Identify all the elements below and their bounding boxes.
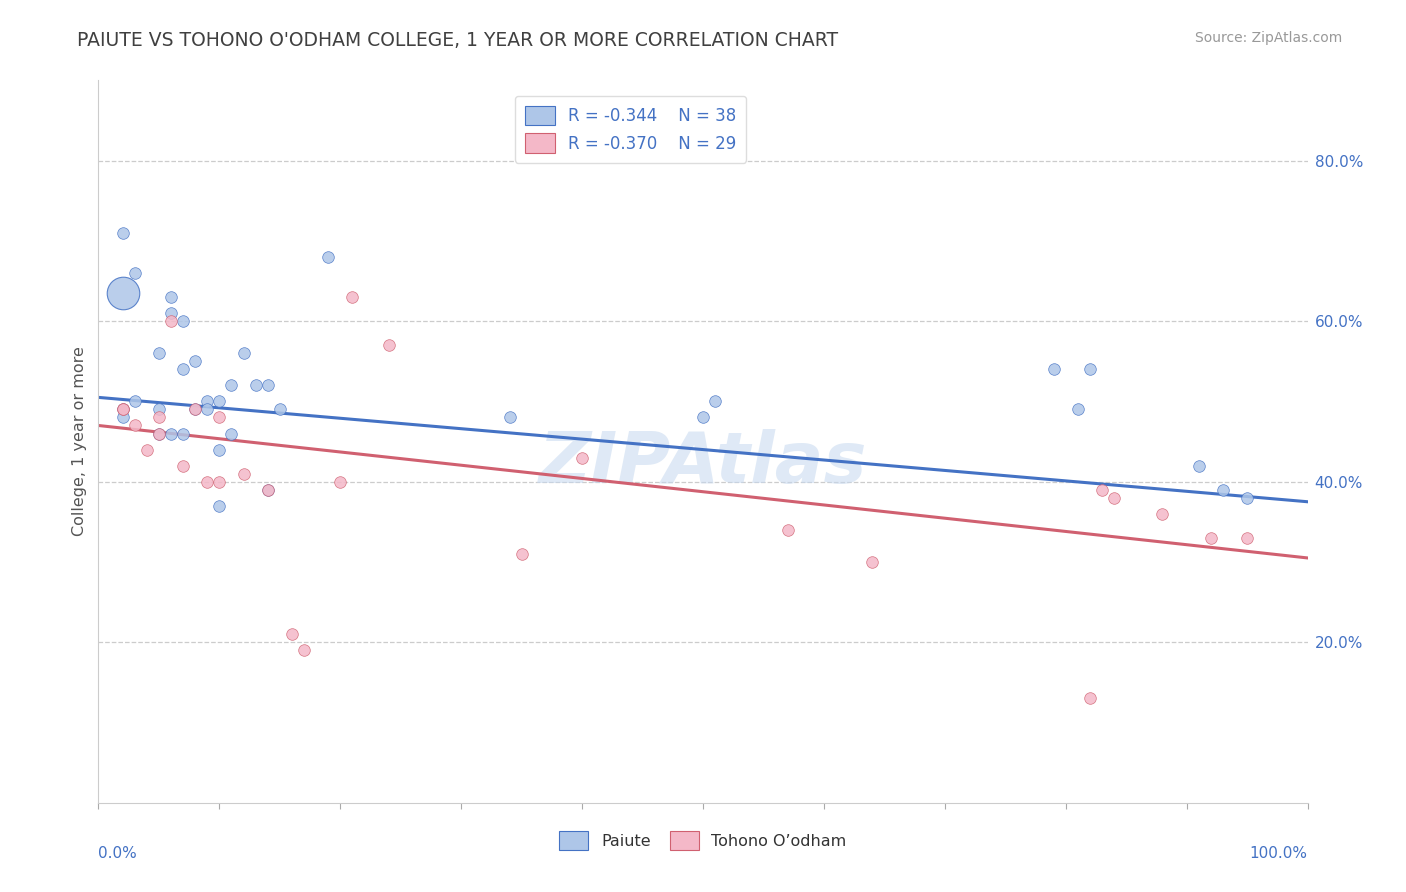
Point (342, 290, 364, 304)
Point (160, 314, 183, 328)
Point (172, 426, 194, 441)
Point (172, 458, 194, 473)
Point (510, 547, 533, 561)
Point (1236, 491, 1258, 505)
Point (221, 378, 243, 392)
Point (111, 410, 134, 425)
Point (498, 410, 520, 425)
Point (232, 346, 254, 360)
Point (1199, 531, 1222, 545)
Point (148, 346, 170, 360)
Point (172, 362, 194, 376)
Point (184, 402, 207, 417)
Point (221, 426, 243, 441)
Point (292, 643, 315, 657)
Point (111, 226, 134, 240)
Point (1042, 362, 1064, 376)
Point (329, 475, 352, 489)
Point (1212, 483, 1234, 497)
Point (208, 394, 231, 409)
Point (1078, 362, 1101, 376)
Point (316, 250, 339, 264)
Point (111, 402, 134, 417)
Point (195, 394, 218, 409)
Text: 0.0%: 0.0% (98, 847, 138, 861)
Point (256, 483, 278, 497)
Point (256, 378, 278, 392)
Point (245, 378, 267, 392)
Point (111, 402, 134, 417)
Point (1091, 483, 1114, 497)
Point (208, 475, 231, 489)
Point (124, 266, 146, 280)
Point (148, 410, 170, 425)
Point (172, 314, 194, 328)
Text: PAIUTE VS TOHONO O'ODHAM COLLEGE, 1 YEAR OR MORE CORRELATION CHART: PAIUTE VS TOHONO O'ODHAM COLLEGE, 1 YEAR… (77, 31, 838, 50)
Point (195, 475, 218, 489)
Point (1102, 491, 1125, 505)
Y-axis label: College, 1 year or more: College, 1 year or more (72, 347, 87, 536)
Point (208, 410, 231, 425)
Point (232, 467, 254, 481)
Point (704, 394, 727, 409)
Point (1152, 507, 1174, 521)
Point (160, 290, 183, 304)
Point (148, 426, 170, 441)
Text: ZIPAtlas: ZIPAtlas (538, 429, 868, 498)
Text: Source: ZipAtlas.com: Source: ZipAtlas.com (1195, 31, 1343, 45)
Point (1078, 691, 1101, 706)
Point (1067, 402, 1090, 417)
Point (1188, 458, 1211, 473)
Point (571, 450, 593, 465)
Text: 100.0%: 100.0% (1250, 847, 1308, 861)
Point (1236, 531, 1258, 545)
Point (124, 394, 146, 409)
Point (208, 499, 231, 513)
Point (160, 306, 183, 320)
Point (195, 402, 218, 417)
Point (860, 555, 883, 569)
Point (148, 402, 170, 417)
Point (269, 402, 291, 417)
Point (184, 402, 207, 417)
Point (377, 338, 399, 352)
Point (256, 483, 278, 497)
Point (148, 426, 170, 441)
Point (208, 442, 231, 457)
Point (111, 285, 134, 300)
Legend: Paiute, Tohono O’odham: Paiute, Tohono O’odham (553, 825, 853, 856)
Point (692, 410, 714, 425)
Point (776, 523, 799, 537)
Point (124, 418, 146, 433)
Point (184, 354, 207, 368)
Point (135, 442, 157, 457)
Point (160, 426, 183, 441)
Point (111, 402, 134, 417)
Point (281, 627, 304, 641)
